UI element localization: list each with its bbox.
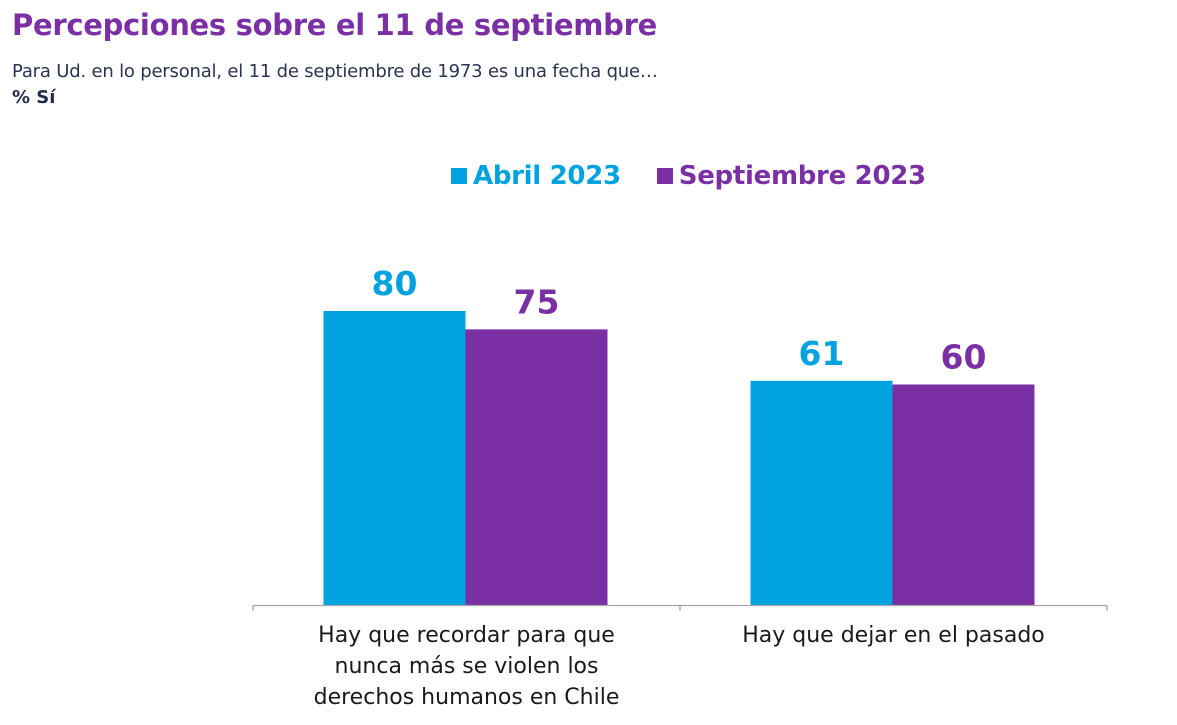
x-tick-label-line: derechos humanos en Chile	[313, 685, 620, 710]
data-label: 61	[799, 334, 845, 373]
legend-swatch-septiembre-2023	[656, 168, 673, 184]
legend: Abril 2023 Septiembre 2023	[451, 161, 962, 191]
legend-label: Abril 2023	[473, 161, 621, 191]
bar-septiembre-2023-1	[465, 329, 608, 605]
unit-label: % Sí	[12, 87, 56, 108]
bar-abril-2023-1	[323, 311, 466, 605]
bar-septiembre-2023-2	[892, 384, 1035, 605]
x-tick-label-line: Hay que recordar para que	[318, 623, 615, 648]
x-tick-label-line: Hay que dejar en el pasado	[742, 623, 1045, 648]
data-label: 60	[941, 338, 987, 377]
x-tick-label-line: nunca más se violen los	[334, 654, 599, 679]
legend-item-septiembre-2023: Septiembre 2023	[656, 161, 926, 191]
chart-subtitle: Para Ud. en lo personal, el 11 de septie…	[12, 61, 658, 82]
data-label: 80	[372, 264, 418, 303]
legend-label: Septiembre 2023	[678, 161, 926, 191]
chart-title: Percepciones sobre el 11 de septiembre	[12, 8, 657, 42]
data-label: 75	[514, 282, 560, 321]
x-tick-label: Hay que recordar para que nunca más se vi…	[267, 620, 667, 713]
bar-abril-2023-2	[750, 380, 893, 605]
legend-swatch-abril-2023	[451, 168, 467, 184]
legend-item-abril-2023: Abril 2023	[451, 161, 621, 191]
x-tick-label: Hay que dejar en el pasado	[694, 620, 1094, 651]
